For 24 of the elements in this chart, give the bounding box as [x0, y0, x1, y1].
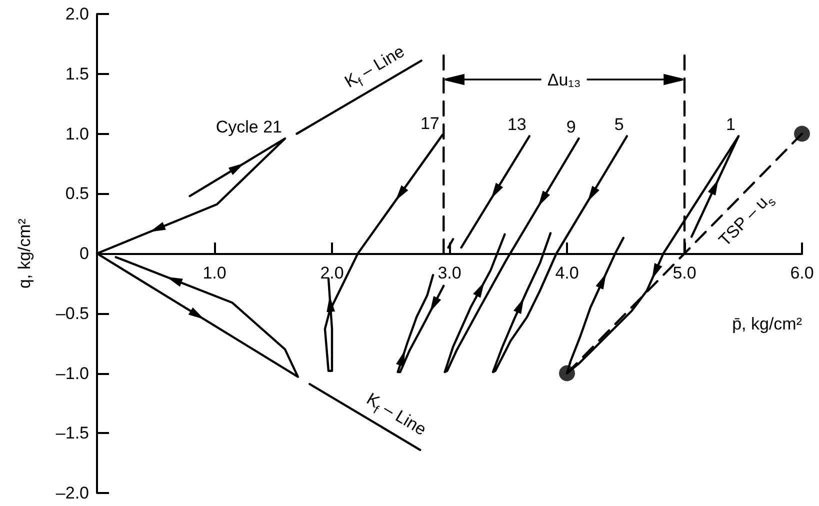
y-tick-label: –1.0 — [56, 364, 89, 383]
y-axis-title: q, kg/cm² — [15, 218, 34, 288]
y-tick-label: 0 — [80, 244, 89, 263]
series-label: 13 — [507, 115, 526, 134]
x-tick-label: 4.0 — [555, 264, 579, 282]
series-label: 17 — [420, 114, 440, 133]
y-tick-label: –0.5 — [56, 304, 89, 323]
series-label: 5 — [614, 115, 624, 134]
x-tick-label: 6.0 — [790, 264, 814, 282]
x-axis-title: p̄, kg/cm² — [732, 314, 802, 334]
x-tick-label: 5.0 — [672, 264, 696, 282]
annotation: Δu₁₃ — [547, 70, 581, 89]
y-tick-label: 2.0 — [65, 4, 89, 24]
y-tick-label: 1.0 — [65, 124, 89, 144]
series-label: 9 — [566, 118, 576, 136]
x-tick-label: 2.0 — [320, 264, 344, 282]
x-tick-label: 3.0 — [438, 264, 462, 282]
series-label: 1 — [726, 115, 736, 134]
y-tick-label: 0.5 — [65, 184, 89, 204]
y-tick-label: –1.5 — [56, 424, 89, 443]
series-label: Cycle 21 — [216, 118, 282, 136]
y-tick-label: –2.0 — [56, 484, 89, 502]
y-tick-label: 1.5 — [65, 64, 89, 84]
x-tick-label: 1.0 — [202, 264, 226, 282]
